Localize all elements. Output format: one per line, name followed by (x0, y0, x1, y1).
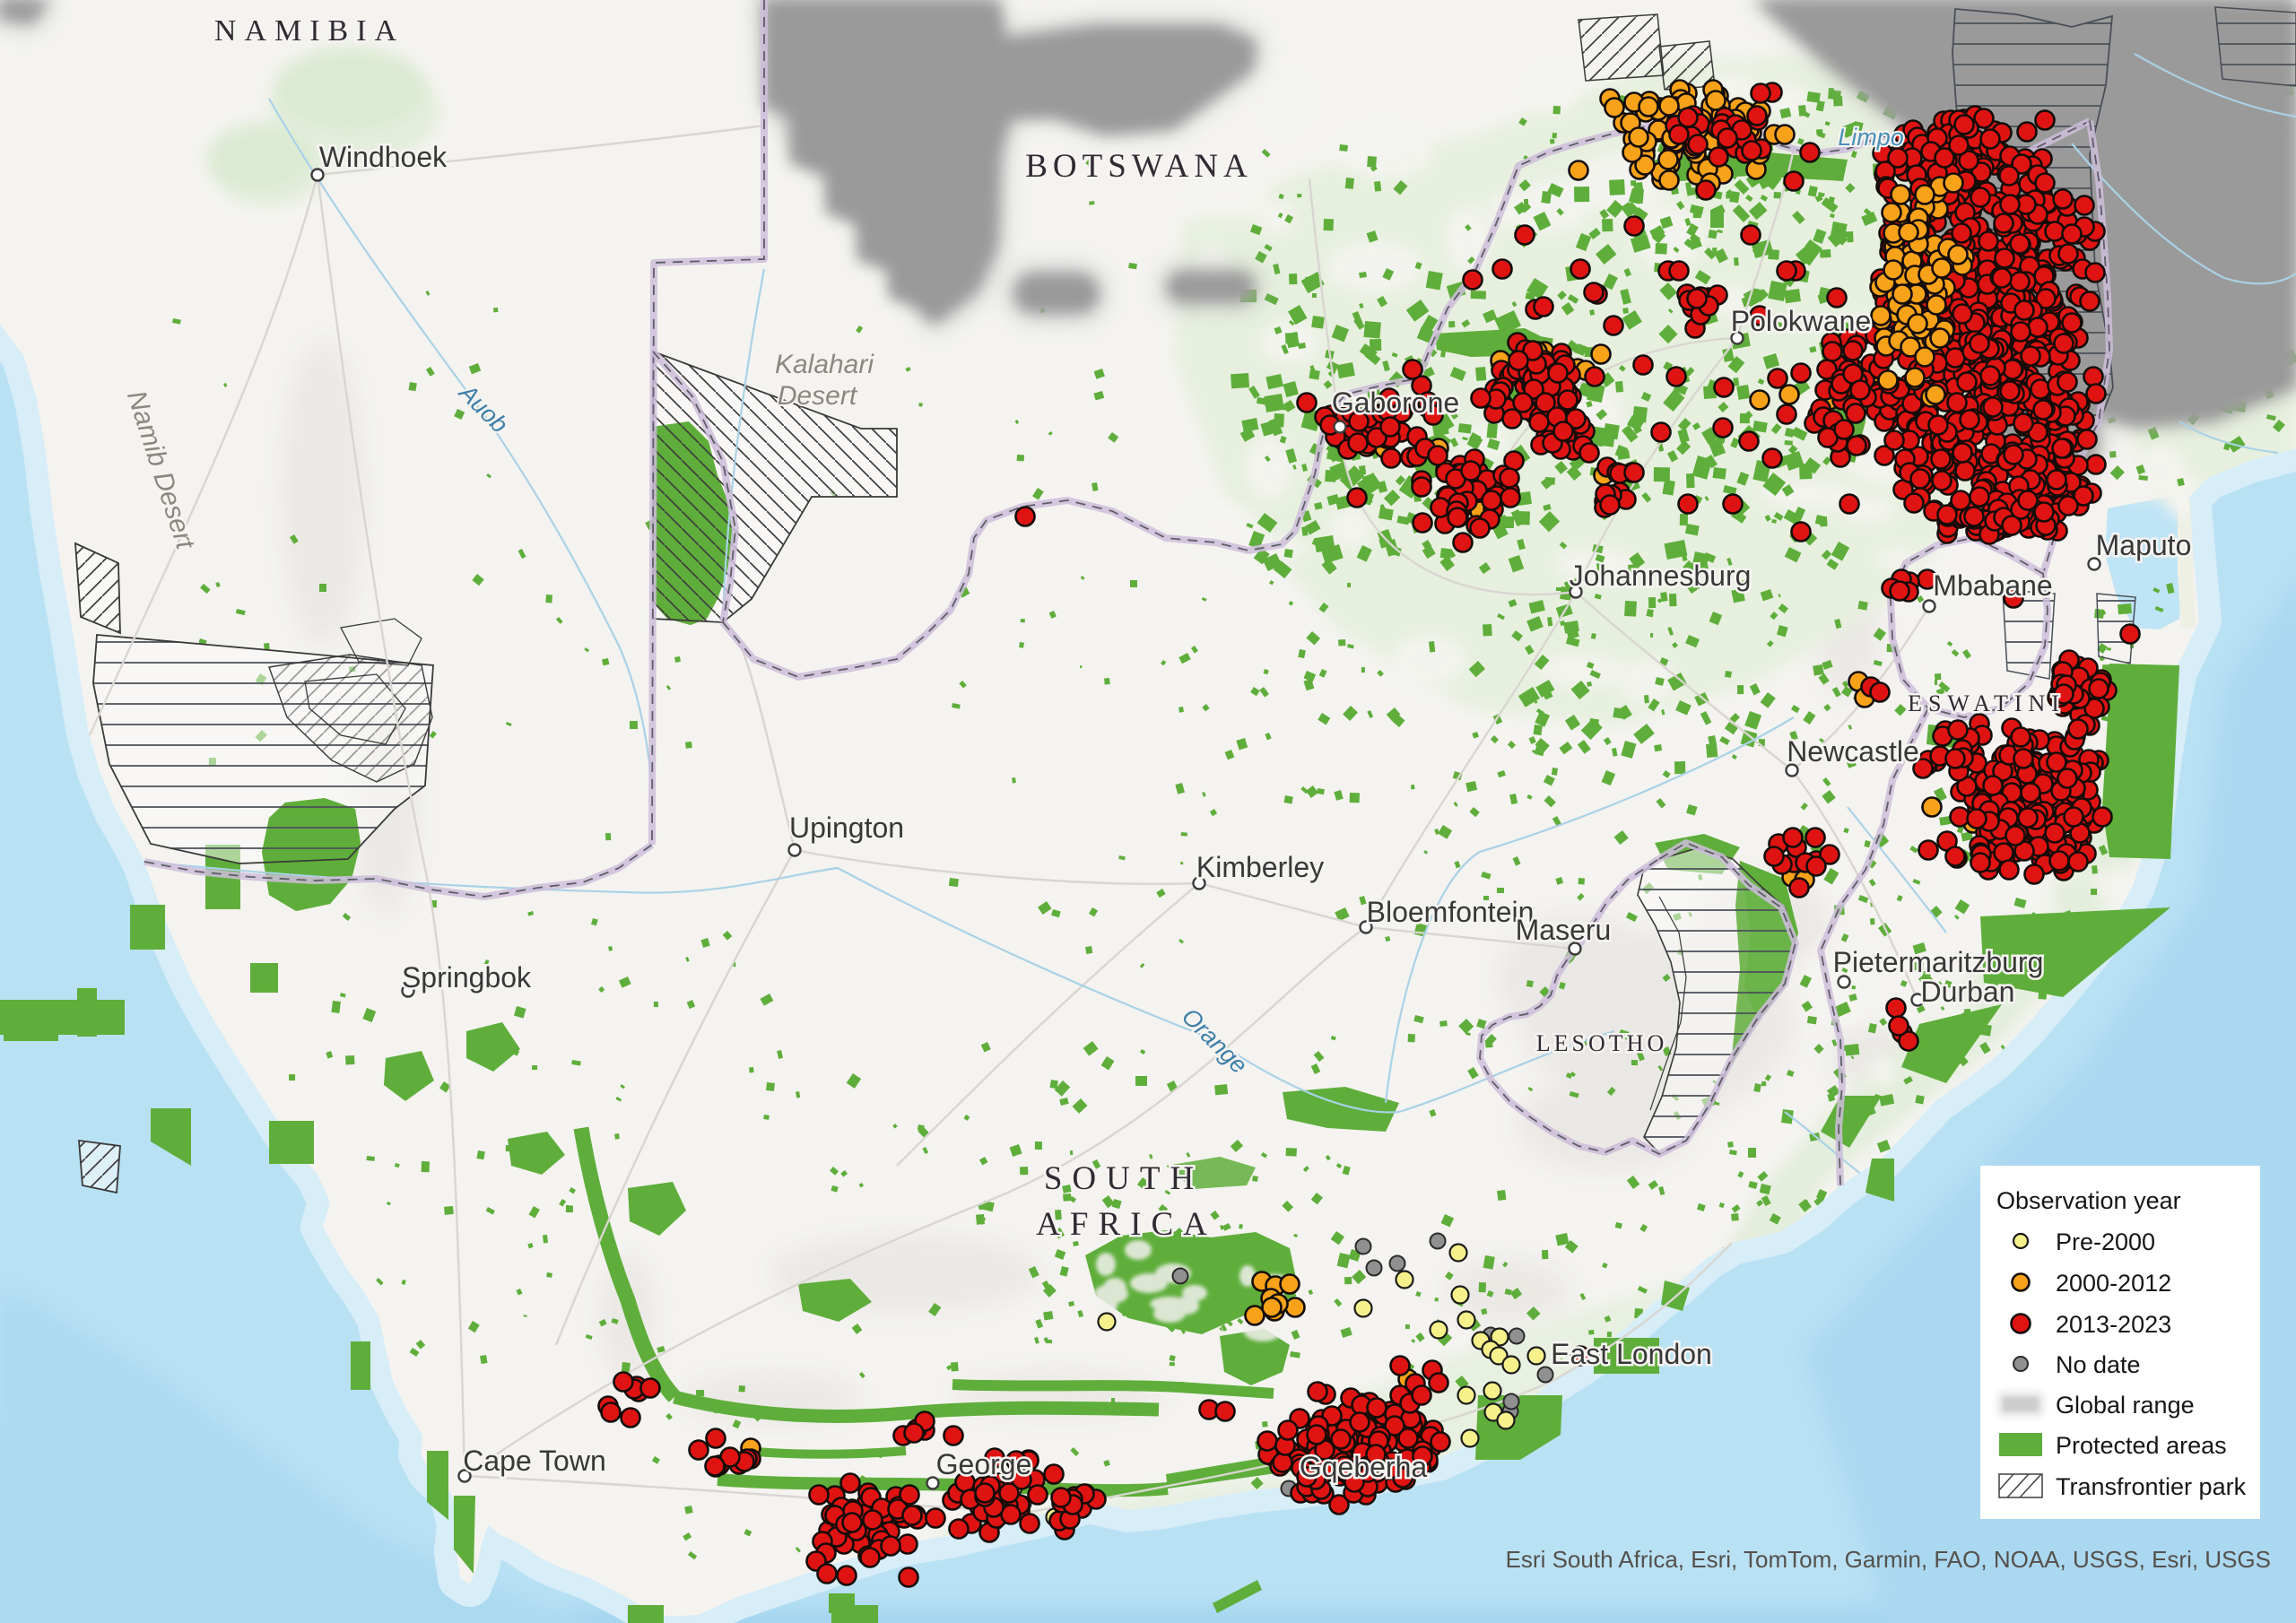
svg-text:Gqeberha: Gqeberha (1300, 1451, 1428, 1483)
svg-text:No date: No date (2056, 1351, 2141, 1378)
svg-text:Mbabane: Mbabane (1933, 569, 2052, 602)
svg-text:Springbok: Springbok (402, 961, 532, 994)
svg-text:Gaborone: Gaborone (1332, 386, 1459, 419)
svg-text:Maputo: Maputo (2096, 529, 2192, 561)
svg-text:Windhoek: Windhoek (319, 141, 448, 173)
svg-text:SOUTH: SOUTH (1044, 1160, 1204, 1197)
svg-text:2000-2012: 2000-2012 (2056, 1270, 2171, 1297)
svg-text:Transfrontier park: Transfrontier park (2056, 1473, 2247, 1500)
svg-text:Kimberley: Kimberley (1196, 851, 1324, 883)
svg-text:Johannesburg: Johannesburg (1570, 560, 1752, 592)
svg-text:AFRICA: AFRICA (1036, 1206, 1217, 1243)
svg-text:Protected areas: Protected areas (2056, 1432, 2227, 1459)
svg-text:Limpo: Limpo (1838, 124, 1904, 151)
svg-text:Pre-2000: Pre-2000 (2056, 1228, 2155, 1255)
svg-text:Maseru: Maseru (1516, 914, 1612, 946)
svg-text:East London: East London (1551, 1338, 1712, 1370)
svg-text:Cape Town: Cape Town (463, 1445, 606, 1477)
svg-text:LESOTHO: LESOTHO (1536, 1030, 1667, 1056)
svg-text:Upington: Upington (789, 812, 904, 844)
svg-text:Global range: Global range (2056, 1392, 2195, 1419)
svg-text:Pietermaritzburg: Pietermaritzburg (1833, 946, 2044, 978)
svg-text:Observation year: Observation year (1996, 1187, 2181, 1214)
svg-text:Esri South Africa, Esri, TomTo: Esri South Africa, Esri, TomTom, Garmin,… (1506, 1546, 2271, 1573)
svg-text:Newcastle: Newcastle (1787, 735, 1919, 768)
svg-text:2013-2023: 2013-2023 (2056, 1311, 2171, 1338)
svg-text:Bloemfontein: Bloemfontein (1367, 896, 1535, 928)
svg-text:BOTSWANA: BOTSWANA (1025, 148, 1253, 185)
svg-text:Polokwane: Polokwane (1731, 305, 1872, 337)
svg-text:George: George (936, 1448, 1032, 1480)
svg-text:Kalahari: Kalahari (775, 350, 874, 379)
svg-text:NAMIBIA: NAMIBIA (214, 14, 404, 48)
svg-text:ESWATINI: ESWATINI (1908, 690, 2066, 716)
svg-text:Desert: Desert (778, 381, 858, 411)
svg-text:Durban: Durban (1921, 976, 2015, 1008)
